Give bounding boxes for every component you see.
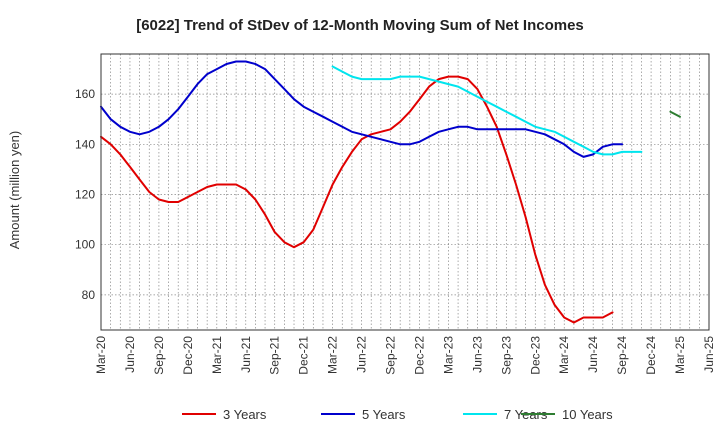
x-tick-label: Jun-24 (586, 336, 600, 373)
series-line (669, 110, 681, 118)
y-tick-label: 160 (75, 87, 95, 101)
y-tick-label: 100 (75, 238, 95, 252)
legend-label: 10 Years (562, 407, 613, 422)
x-tick-label: Jun-20 (123, 336, 137, 373)
x-tick-label: Dec-21 (297, 336, 311, 375)
x-tick-label: Jun-22 (355, 336, 369, 373)
legend: 3 Years 5 Years 7 Years 10 Years (182, 407, 613, 422)
x-tick-label: Jun-21 (239, 336, 253, 373)
y-tick-label: 80 (82, 288, 96, 302)
grid (100, 54, 710, 330)
x-tick-label: Mar-22 (326, 336, 340, 374)
series-line (331, 65, 643, 156)
legend-label: 5 Years (362, 407, 406, 422)
x-tick-label: Sep-24 (615, 336, 629, 375)
y-ticks: 80 100 120 140 160 (75, 87, 95, 302)
y-tick-label: 120 (75, 188, 95, 202)
x-tick-label: Sep-22 (384, 336, 398, 375)
chart-title: [6022] Trend of StDev of 12-Month Moving… (136, 17, 584, 34)
x-tick-label: Mar-25 (673, 336, 687, 374)
x-tick-label: Dec-22 (412, 336, 426, 375)
legend-label: 3 Years (223, 407, 267, 422)
x-ticks: Mar-20 Jun-20 Sep-20 Dec-20 Mar-21 Jun-21 Sep-… (94, 336, 716, 375)
x-tick-label: Sep-21 (268, 336, 282, 375)
x-tick-label: Mar-20 (94, 336, 108, 374)
x-tick-label: Jun-23 (470, 336, 484, 373)
y-tick-label: 140 (75, 137, 95, 151)
series-lines (100, 60, 681, 324)
series-line (100, 75, 614, 324)
series-line (100, 60, 624, 158)
x-tick-label: Mar-21 (210, 336, 224, 374)
x-tick-label: Dec-24 (644, 336, 658, 375)
x-tick-label: Jun-25 (702, 336, 716, 373)
x-tick-label: Mar-23 (441, 336, 455, 374)
plot-frame (100, 53, 710, 331)
y-axis-label: Amount (million yen) (7, 131, 22, 250)
x-tick-label: Dec-20 (181, 336, 195, 375)
x-tick-label: Mar-24 (557, 336, 571, 374)
x-tick-label: Dec-23 (528, 336, 542, 375)
x-tick-label: Sep-23 (499, 336, 513, 375)
x-tick-label: Sep-20 (152, 336, 166, 375)
